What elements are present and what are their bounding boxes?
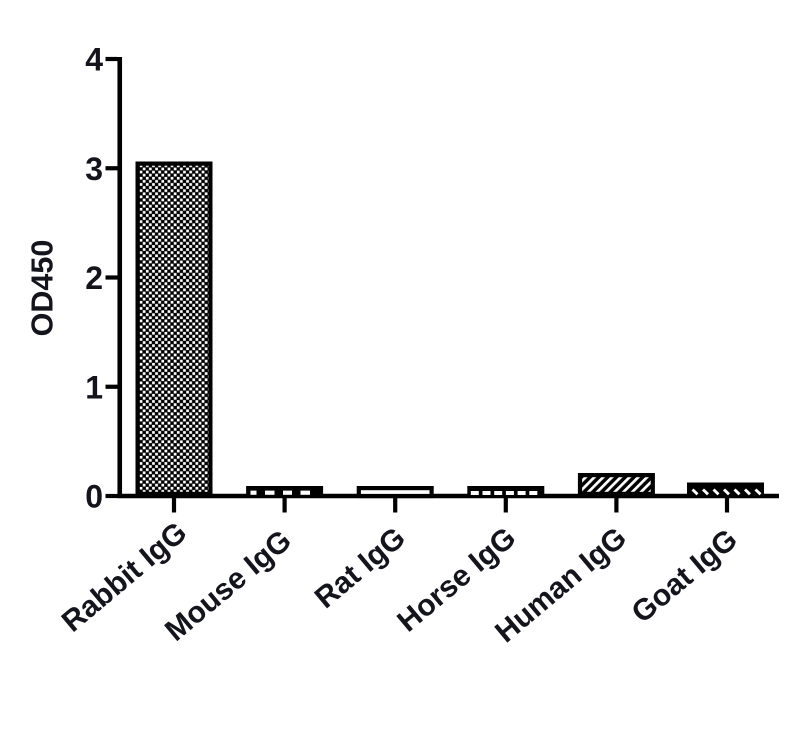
svg-text:0: 0	[85, 479, 103, 515]
svg-text:2: 2	[85, 260, 103, 296]
svg-text:4: 4	[85, 42, 103, 78]
svg-text:OD450: OD450	[26, 240, 60, 337]
svg-text:Rat IgG: Rat IgG	[309, 521, 412, 615]
svg-text:1: 1	[85, 369, 103, 405]
svg-text:Goat IgG: Goat IgG	[626, 523, 744, 630]
svg-text:3: 3	[85, 151, 103, 187]
